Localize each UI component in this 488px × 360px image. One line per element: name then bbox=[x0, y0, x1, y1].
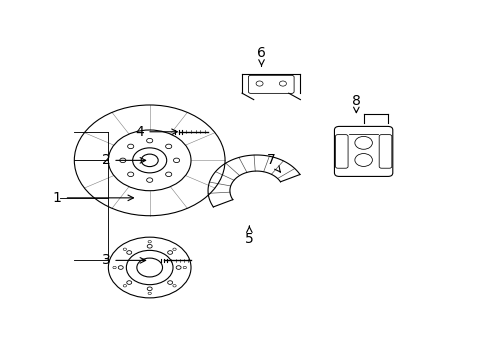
Text: 3: 3 bbox=[102, 253, 145, 267]
Circle shape bbox=[126, 251, 131, 254]
Text: 6: 6 bbox=[257, 46, 265, 66]
Text: 2: 2 bbox=[102, 153, 145, 167]
Circle shape bbox=[167, 251, 172, 254]
Circle shape bbox=[126, 281, 131, 284]
Text: 7: 7 bbox=[266, 153, 280, 172]
Circle shape bbox=[147, 287, 152, 291]
Circle shape bbox=[167, 281, 172, 284]
Text: 1: 1 bbox=[53, 191, 133, 205]
Text: 5: 5 bbox=[244, 226, 253, 246]
Circle shape bbox=[118, 266, 123, 269]
Text: 8: 8 bbox=[351, 94, 360, 113]
Circle shape bbox=[147, 244, 152, 248]
Circle shape bbox=[176, 266, 181, 269]
Text: 4: 4 bbox=[135, 125, 177, 139]
